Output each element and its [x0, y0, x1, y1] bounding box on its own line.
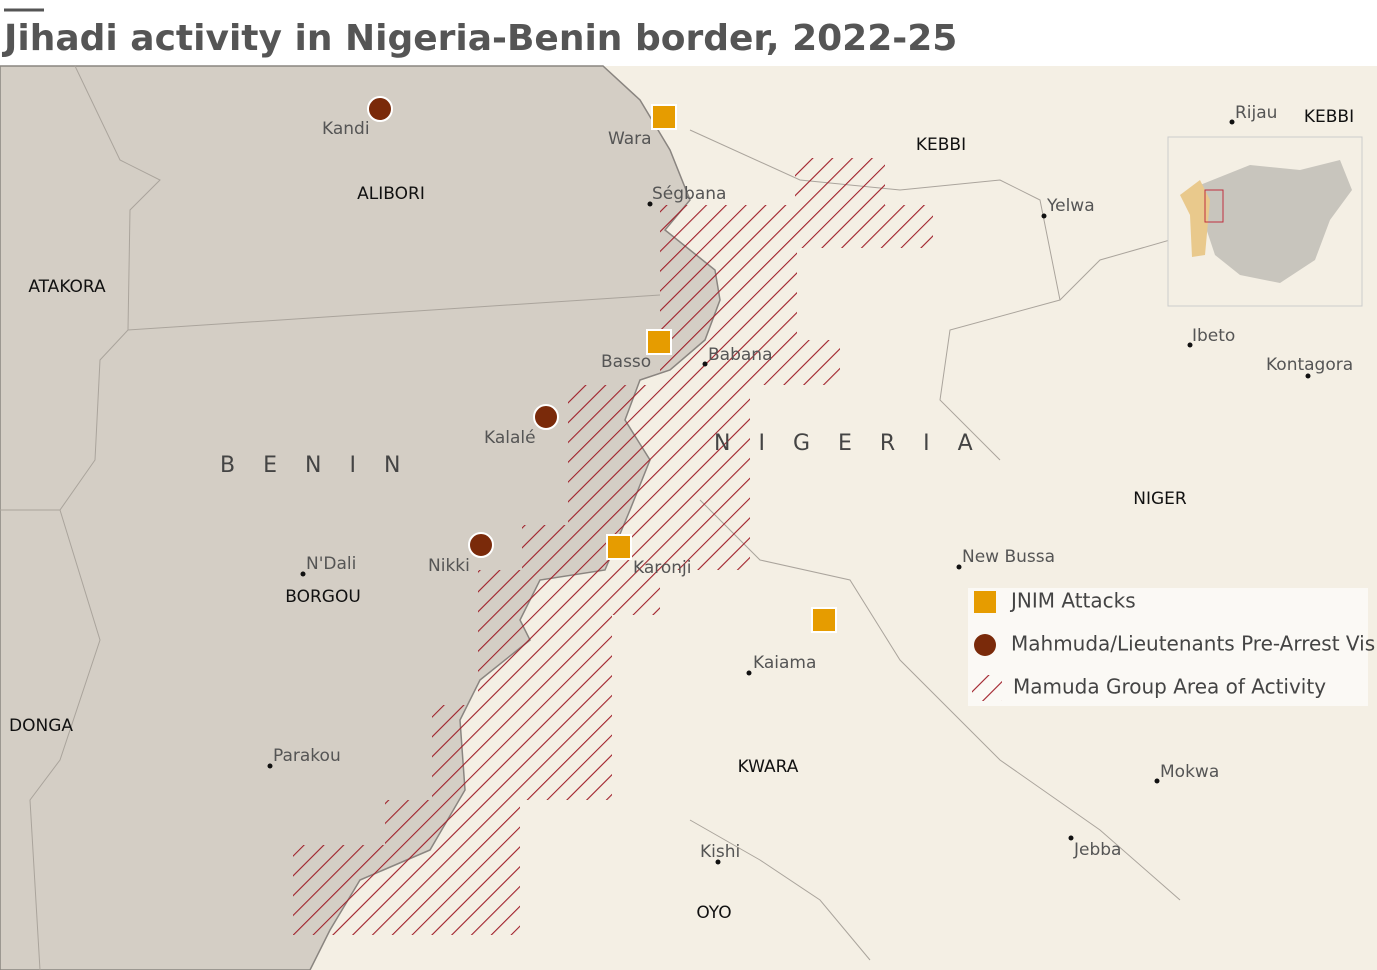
legend-swatch — [972, 675, 1002, 701]
place-dot — [746, 670, 752, 676]
legend-label: JNIM Attacks — [1009, 589, 1136, 613]
place-dot — [1068, 835, 1074, 841]
place-dot — [1041, 213, 1047, 219]
region-label: KWARA — [738, 757, 799, 777]
attack-markers — [606, 104, 837, 633]
region-label: NIGER — [1133, 489, 1187, 509]
region-label: KEBBI — [1304, 107, 1354, 127]
place-label: Rijau — [1235, 103, 1277, 123]
place-label: Wara — [608, 129, 652, 149]
legend-label: Mamuda Group Area of Activity — [1013, 675, 1326, 699]
place-label: Kalalé — [484, 428, 536, 448]
region-label: OYO — [696, 903, 731, 923]
place-label: Kaiama — [753, 653, 816, 673]
place-label: Karonji — [633, 558, 692, 578]
place-label: Kishi — [700, 842, 740, 862]
place-label: Parakou — [273, 746, 341, 766]
place-dot — [1305, 373, 1311, 379]
visit-markers — [367, 96, 559, 558]
place-label: Yelwa — [1046, 196, 1095, 216]
place-dot — [267, 763, 273, 769]
country-label: NIGERIA — [714, 431, 1001, 456]
region-label: KEBBI — [916, 135, 966, 155]
place-dot — [300, 571, 306, 577]
place-dot — [1154, 778, 1160, 784]
place-label: N'Dali — [306, 554, 356, 574]
place-label: Kandi — [322, 119, 370, 139]
legend-swatch — [974, 634, 996, 656]
place-label: Nikki — [428, 556, 470, 576]
region-label: BORGOU — [285, 587, 361, 607]
place-dot — [647, 201, 653, 207]
legend-box — [968, 588, 1368, 706]
place-dot — [956, 564, 962, 570]
region-label: ATAKORA — [28, 277, 106, 297]
place-label: Ibeto — [1192, 326, 1235, 346]
place-dot — [1229, 119, 1235, 125]
place-dot — [715, 859, 721, 865]
place-label: New Bussa — [962, 547, 1055, 567]
title: Jihadi activity in Nigeria-Benin border,… — [1, 18, 957, 59]
place-label: Basso — [601, 352, 651, 372]
region-label: DONGA — [9, 716, 73, 736]
legend-swatch — [974, 591, 996, 613]
place-dot — [1187, 342, 1193, 348]
activity-area — [293, 158, 933, 935]
inset — [1167, 136, 1363, 307]
place-dot — [702, 361, 708, 367]
place-label: Babana — [708, 345, 772, 365]
country-label: BENIN — [220, 453, 428, 478]
place-label: Jebba — [1073, 840, 1121, 860]
region-label: ALIBORI — [357, 184, 425, 204]
place-label: Ségbana — [652, 184, 726, 204]
legend-label: Mahmuda/Lieutenants Pre-Arrest Visit — [1011, 632, 1377, 656]
place-label: Mokwa — [1160, 762, 1219, 782]
place-label: Kontagora — [1266, 355, 1353, 375]
